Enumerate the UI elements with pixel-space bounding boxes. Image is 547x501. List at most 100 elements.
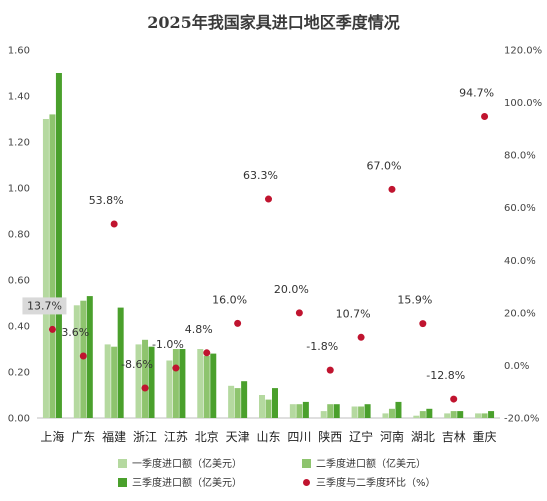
bar-2	[296, 404, 303, 418]
bar-2	[419, 411, 426, 418]
bar-3	[364, 404, 371, 418]
y-left-tick-label: 1.40	[8, 92, 30, 103]
data-label-bg	[22, 297, 67, 315]
ratio-point	[265, 195, 272, 203]
bar-3	[86, 296, 93, 418]
x-tick-label: 广东	[71, 430, 95, 444]
bar-1	[475, 413, 482, 418]
bar-3	[241, 381, 248, 418]
x-tick-label: 江苏	[164, 430, 188, 444]
y-right-tick-label: 20.0%	[504, 308, 536, 319]
ratio-point	[481, 113, 489, 121]
bar-1	[228, 385, 235, 418]
legend-swatch	[118, 459, 127, 468]
bar-1	[351, 406, 358, 418]
x-tick-label: 吉林	[442, 430, 466, 444]
x-tick-label: 山东	[256, 430, 280, 444]
bar-3	[272, 388, 278, 418]
bar-2	[203, 355, 210, 418]
bar-3	[426, 408, 433, 418]
y-right-tick-label: -20.0%	[504, 414, 539, 425]
y-right-tick-label: 120.0%	[504, 46, 542, 57]
data-label: 3.6%	[61, 326, 89, 339]
bar-1	[104, 344, 111, 418]
data-label: -12.8%	[426, 369, 465, 382]
x-tick-label: 福建	[102, 429, 126, 444]
y-left-tick-label: 0.00	[8, 414, 30, 425]
ratio-point	[141, 384, 149, 392]
y-right-tick-label: 100.0%	[504, 98, 542, 109]
x-tick-label: 上海	[40, 429, 64, 444]
bar-2	[172, 349, 179, 418]
y-left-tick-label: 0.80	[8, 230, 30, 241]
bar-1	[444, 413, 451, 418]
y-left-tick-label: 0.60	[8, 276, 30, 287]
y-right-tick-label: 60.0%	[504, 203, 536, 214]
bar-1	[73, 305, 80, 418]
data-label: 67.0%	[366, 159, 401, 172]
bar-3	[333, 404, 340, 418]
bar-1	[413, 415, 420, 418]
x-tick-label: 重庆	[473, 430, 497, 444]
y-right-tick-label: 80.0%	[504, 151, 536, 162]
ratio-point	[419, 320, 427, 328]
plot-area: 0.00 0.20 0.40 0.60 0.80 1.00 1.20 1.40 1.60 -20.…	[8, 46, 542, 445]
x-tick-label: 天津	[226, 430, 250, 444]
bar-2	[142, 339, 149, 418]
bar-1	[259, 395, 265, 418]
y-left-tick-label: 1.60	[8, 46, 30, 57]
data-label: -1.0%	[152, 338, 184, 351]
ratio-point	[203, 349, 211, 357]
x-tick-label: 湖北	[411, 429, 435, 444]
data-label: 20.0%	[274, 283, 309, 296]
bar-2	[111, 346, 118, 418]
bar-3	[302, 401, 309, 418]
ratio-point	[110, 220, 118, 228]
y-left-tick-label: 0.40	[8, 322, 30, 333]
legend-swatch	[118, 478, 127, 487]
bar-2	[234, 388, 241, 418]
data-label: 53.8%	[89, 194, 124, 207]
legend: 一季度进口额（亿美元） 二季度进口额（亿美元） 三季度进口额（亿美元） 三季度与二季度…	[118, 457, 436, 489]
data-label: 4.8%	[185, 323, 213, 336]
ratio-point	[295, 309, 303, 317]
data-label: 63.3%	[243, 169, 278, 182]
bar-2	[358, 406, 365, 418]
legend-label: 二季度进口额（亿美元）	[316, 457, 426, 470]
ratio-point	[357, 333, 365, 341]
data-label: 94.7%	[459, 87, 494, 100]
chart-title: 2025年我国家具进口地区季度情况	[147, 13, 400, 32]
bar-1	[382, 413, 389, 418]
legend-label: 一季度进口额（亿美元）	[132, 457, 242, 470]
bar-1	[289, 404, 296, 418]
ratio-point	[48, 325, 56, 333]
bar-3	[117, 307, 124, 418]
y-left-tick-label: 1.20	[8, 138, 30, 149]
ratio-point	[388, 185, 396, 193]
bar-1	[135, 344, 142, 418]
x-tick-label: 辽宁	[349, 429, 373, 444]
legend-swatch	[302, 459, 311, 468]
bar-2	[450, 411, 457, 418]
ratio-point	[326, 366, 334, 374]
bar-2	[49, 114, 56, 419]
data-label: 16.0%	[212, 293, 247, 306]
data-label: 10.7%	[336, 307, 371, 320]
bar-1	[166, 360, 173, 418]
bar-3	[488, 411, 495, 418]
x-tick-label: 浙江	[133, 430, 157, 444]
bar-3	[55, 73, 62, 418]
data-label: -1.8%	[306, 340, 338, 353]
y-left-tick-label: 1.00	[8, 184, 30, 195]
y-right-tick-label: 40.0%	[504, 256, 536, 267]
x-tick-label: 陕西	[318, 429, 342, 444]
data-label: -8.6%	[121, 358, 153, 371]
bar-3	[210, 353, 217, 418]
y-right-tick-label: 0.0%	[504, 361, 529, 372]
bar-2	[327, 404, 334, 418]
ratio-point	[79, 352, 87, 360]
bar-3	[395, 401, 402, 418]
data-label: 15.9%	[397, 294, 432, 307]
legend-label: 三季度与二季度环比（%）	[316, 476, 436, 489]
ratio-point	[172, 364, 180, 372]
